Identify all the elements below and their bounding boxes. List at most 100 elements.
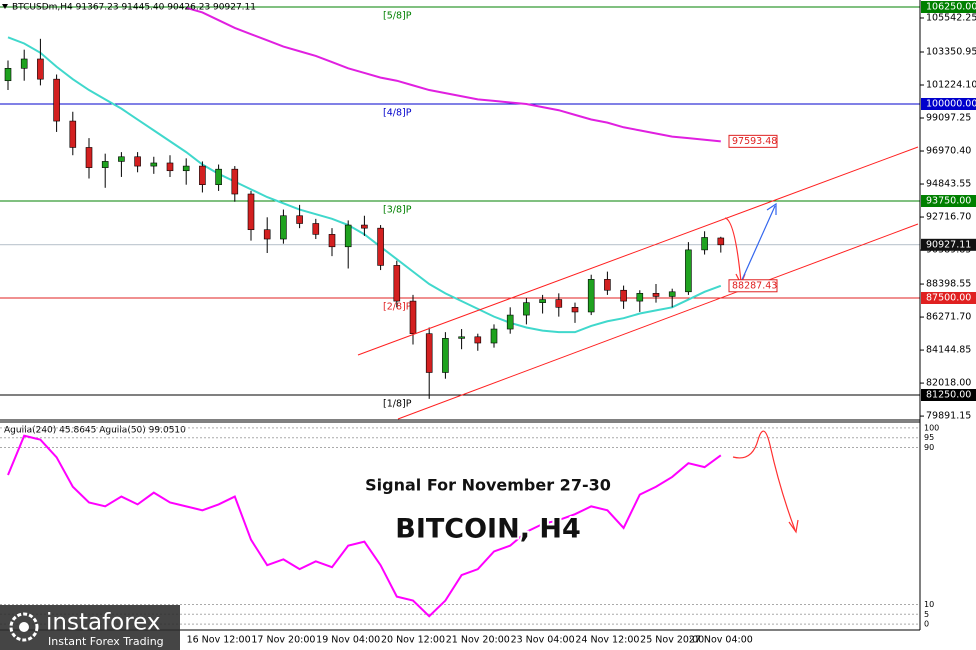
candle-body	[539, 299, 546, 303]
candle-body	[685, 249, 692, 293]
level-label: 93750.00	[926, 195, 971, 206]
candle-body	[280, 215, 287, 240]
y-tick-label: 0	[924, 620, 929, 629]
y-tick-label: 79891.15	[926, 411, 971, 422]
candle-body	[393, 265, 401, 302]
level-box	[921, 291, 976, 304]
candle-body	[328, 234, 336, 248]
value-box	[728, 279, 778, 293]
candle-body	[490, 328, 498, 344]
logo-tagline: Instant Forex Trading	[48, 635, 164, 648]
value-box	[728, 134, 778, 148]
candle-body	[555, 299, 563, 308]
annotation: Signal For November 27-30	[365, 476, 611, 495]
level-tag: [4/8]P	[383, 107, 412, 118]
y-tick-label: 94843.55	[926, 179, 971, 190]
candle-body	[166, 162, 174, 172]
y-tick-label: 95	[924, 433, 934, 442]
x-tick-label: 16 Nov 12:00	[187, 635, 251, 646]
annotation: BITCOIN, H4	[395, 514, 581, 545]
level-box	[921, 194, 976, 207]
forecast-arrow	[740, 205, 776, 283]
y-tick-label: 105542.25	[926, 12, 976, 23]
value-label: 97593.48	[732, 136, 777, 147]
candle-body	[458, 336, 465, 339]
forecast-arrow	[724, 217, 742, 283]
y-tick-label: 10	[924, 600, 934, 609]
x-tick-label: 27 Nov 04:00	[689, 635, 753, 646]
y-tick-label: 82018.00	[926, 378, 971, 389]
level-tag: [1/8]P	[383, 398, 412, 409]
y-tick-label: 100	[924, 423, 939, 432]
candle-body	[199, 165, 206, 186]
candle-body	[442, 338, 449, 373]
logo-brand: instaforex	[46, 610, 161, 636]
x-tick-label: 25 Nov 20:00	[640, 635, 704, 646]
channel-lower	[397, 223, 919, 420]
y-tick-label: 101224.10	[926, 80, 976, 91]
moving-average	[185, 6, 721, 143]
y-tick-label: 99097.25	[926, 113, 971, 124]
candle-body	[620, 289, 627, 302]
level-box	[921, 97, 976, 110]
logo-icon	[9, 612, 39, 642]
candle-body	[231, 168, 239, 195]
candle-body	[409, 300, 417, 334]
candle-body	[425, 333, 433, 373]
price-label: 90927.11	[926, 239, 971, 250]
indicator-title: Aguila(240) 45.8645 Aguila(50) 99.0510	[4, 426, 186, 436]
indicator-line	[7, 434, 722, 618]
logo-icon	[19, 622, 29, 632]
level-label: 100000.00	[926, 98, 976, 109]
level-tag: [3/8]P	[383, 204, 412, 215]
y-tick-label: 92716.70	[926, 212, 971, 223]
candle-body	[134, 156, 141, 167]
level-tag: [5/8]P	[383, 10, 412, 21]
y-tick-label: 84144.85	[926, 345, 971, 356]
candle-body	[701, 237, 708, 251]
candle-body	[4, 68, 12, 82]
candle-body	[20, 58, 28, 69]
candle-body	[101, 161, 109, 168]
y-tick-label: 90	[924, 443, 934, 452]
x-tick-label: 23 Nov 04:00	[511, 635, 575, 646]
candle-body	[361, 224, 368, 229]
candle-body	[587, 279, 595, 313]
candle-body	[571, 307, 579, 313]
forecast-arrow	[732, 430, 796, 531]
candle-body	[118, 156, 125, 162]
candle-body	[215, 168, 222, 186]
y-tick-label: 5	[924, 610, 929, 619]
channel-upper	[357, 146, 919, 356]
candle-body	[604, 279, 611, 291]
chart-title: BTCUSDm,H4 91367.23 91445.40 90426.23 90…	[12, 3, 256, 13]
y-tick-label: 86271.70	[926, 312, 971, 323]
price-box	[921, 238, 976, 251]
candle-body	[523, 302, 530, 316]
x-tick-label: 19 Nov 04:00	[316, 635, 380, 646]
candle-body	[668, 291, 676, 297]
candle-body	[53, 78, 60, 122]
candle-body	[312, 223, 320, 235]
candle-body	[652, 293, 660, 297]
x-tick-label: 20 Nov 12:00	[381, 635, 445, 646]
title-icon	[2, 4, 8, 9]
candle-body	[69, 120, 77, 148]
y-tick-label: 88398.55	[926, 279, 971, 290]
candle-body	[717, 237, 725, 246]
level-box	[921, 0, 976, 13]
x-tick-label: 24 Nov 12:00	[575, 635, 639, 646]
candle-body	[296, 215, 303, 224]
arrow-head	[788, 519, 799, 534]
candle-body	[247, 193, 255, 231]
x-tick-label: 17 Nov 20:00	[251, 635, 315, 646]
level-box	[921, 388, 976, 401]
level-label: 106250.00	[926, 1, 976, 12]
candle-body	[636, 293, 644, 302]
candle-body	[506, 314, 514, 330]
candle-body	[263, 229, 271, 240]
level-tag: [2/8]P	[383, 301, 412, 312]
